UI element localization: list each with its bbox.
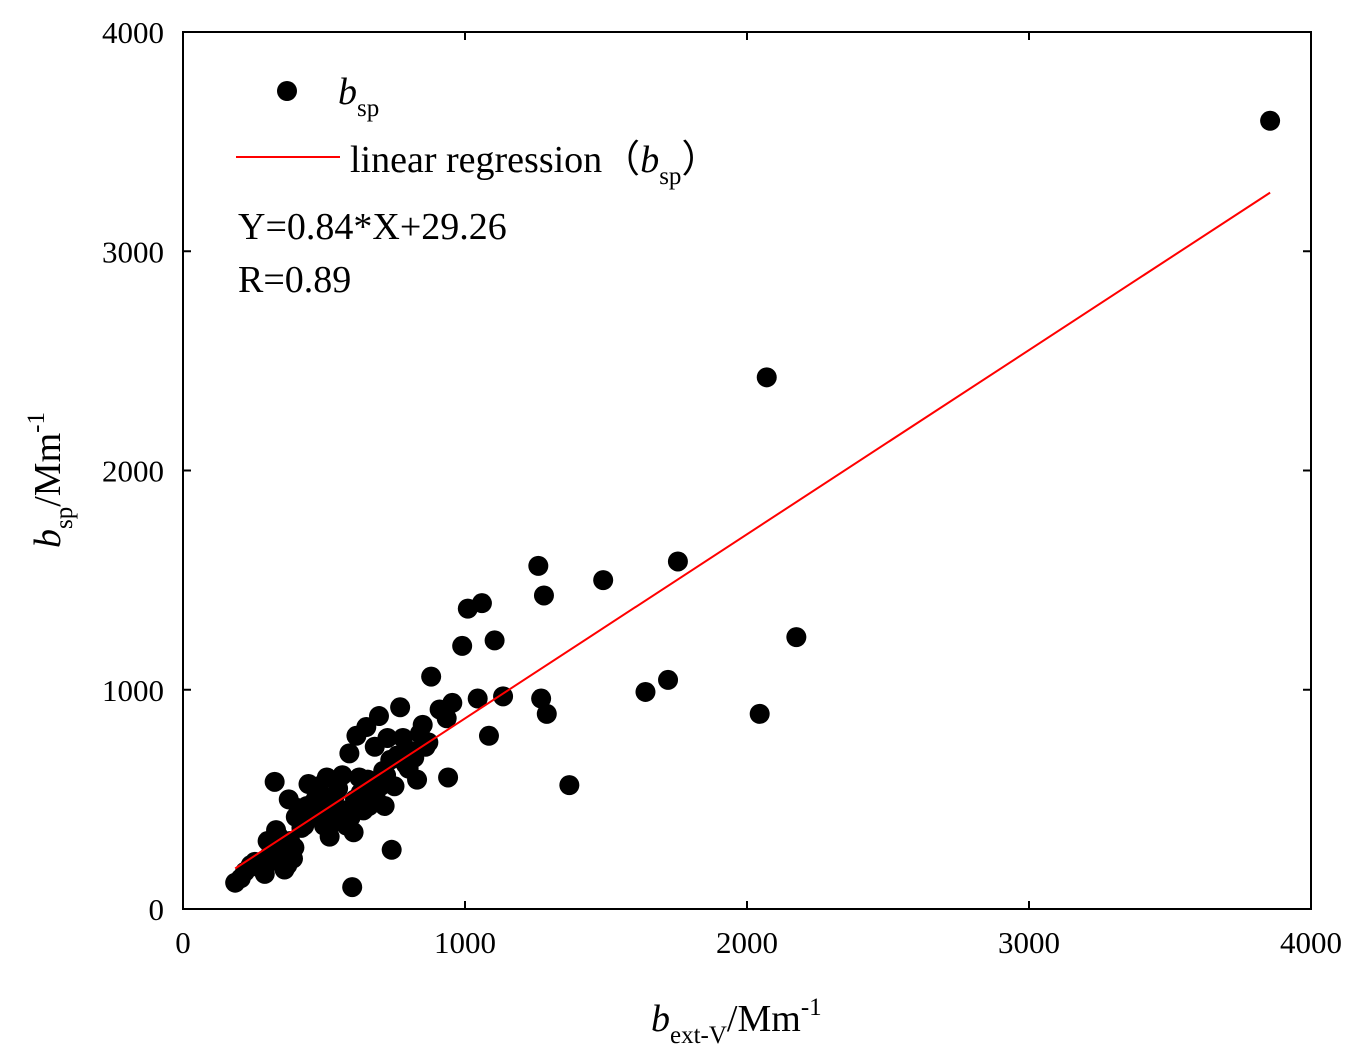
legend: bsp linear regression（bsp） <box>236 71 719 190</box>
data-point <box>756 367 777 388</box>
data-point <box>442 692 463 713</box>
data-point <box>536 703 557 724</box>
data-point <box>407 769 428 790</box>
data-point <box>478 725 499 746</box>
data-point <box>593 570 614 591</box>
data-point <box>264 771 285 792</box>
y-tick-label: 1000 <box>102 673 164 708</box>
data-point <box>452 635 473 656</box>
data-point <box>343 822 364 843</box>
x-axis-ticks: 0 1000 2000 3000 4000 <box>175 32 1342 960</box>
x-axis-title: bext-V/Mm-1 <box>651 994 822 1049</box>
x-tick-label: 3000 <box>998 925 1060 960</box>
data-point <box>484 630 505 651</box>
data-point <box>390 697 411 718</box>
data-point <box>381 839 402 860</box>
data-point <box>436 708 457 729</box>
data-point <box>284 837 305 858</box>
data-point <box>438 767 459 788</box>
data-point <box>786 627 807 648</box>
data-point <box>559 775 580 796</box>
data-point <box>749 703 770 724</box>
x-tick-label: 4000 <box>1280 925 1342 960</box>
data-point <box>368 706 389 727</box>
y-axis-title: bsp/Mm-1 <box>23 412 78 548</box>
data-point <box>467 688 488 709</box>
data-point <box>531 688 552 709</box>
x-tick-label: 0 <box>175 925 191 960</box>
data-point <box>421 666 442 687</box>
data-point <box>384 776 405 797</box>
data-point <box>528 555 549 576</box>
data-point <box>374 795 395 816</box>
equation-annotation: Y=0.84*X+29.26 <box>238 206 507 248</box>
y-tick-label: 4000 <box>102 15 164 50</box>
x-tick-label: 1000 <box>434 925 496 960</box>
legend-line-label: linear regression（bsp） <box>350 139 719 190</box>
r-value-annotation: R=0.89 <box>238 259 351 301</box>
data-point <box>332 765 353 786</box>
y-tick-label: 0 <box>149 892 165 927</box>
regression-line <box>234 191 1271 870</box>
data-point <box>319 826 340 847</box>
y-tick-label: 3000 <box>102 234 164 269</box>
y-tick-label: 2000 <box>102 454 164 489</box>
data-point <box>412 714 433 735</box>
data-point <box>377 727 398 748</box>
data-point <box>342 877 363 898</box>
data-point <box>533 585 554 606</box>
data-point <box>667 551 688 572</box>
x-tick-label: 2000 <box>716 925 778 960</box>
data-point <box>658 669 679 690</box>
scatter-points <box>225 110 1281 898</box>
y-axis-ticks: 0 1000 2000 3000 4000 <box>102 15 1311 927</box>
data-point <box>471 593 492 614</box>
legend-scatter-label: bsp <box>338 71 379 122</box>
data-point <box>635 681 656 702</box>
data-point <box>1260 110 1281 131</box>
data-point <box>339 743 360 764</box>
legend-scatter-marker <box>277 81 297 101</box>
